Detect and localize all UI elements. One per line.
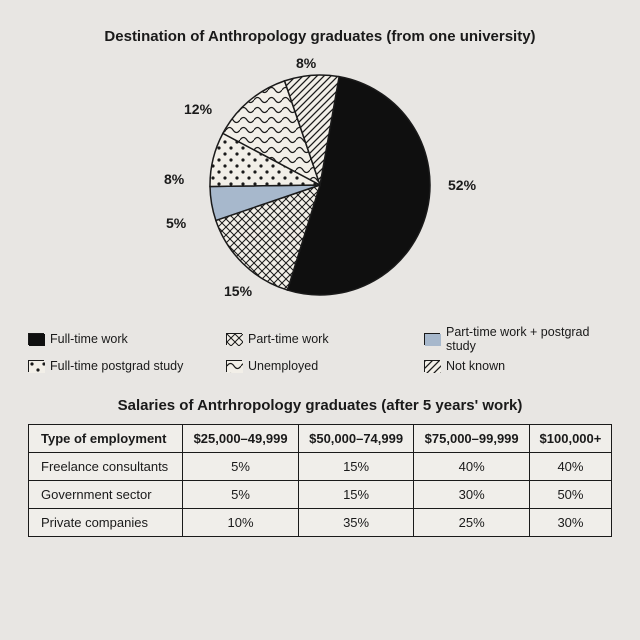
table-row: Freelance consultants5%15%40%40%	[29, 453, 612, 481]
table-cell: 25%	[414, 509, 530, 537]
table-header: $50,000–74,999	[298, 425, 414, 453]
table-cell: 40%	[529, 453, 611, 481]
legend-item: Part-time work + postgrad study	[424, 325, 612, 353]
legend-swatch	[424, 360, 440, 372]
table-cell: 35%	[298, 509, 414, 537]
table-cell: 15%	[298, 481, 414, 509]
pie-percent-label: 8%	[296, 55, 316, 71]
table-cell: 40%	[414, 453, 530, 481]
table-row-name: Private companies	[29, 509, 183, 537]
table-row: Government sector5%15%30%50%	[29, 481, 612, 509]
pie-percent-label: 5%	[166, 215, 186, 231]
legend-item: Full-time work	[28, 325, 216, 353]
pie-percent-label: 12%	[184, 101, 212, 117]
legend-swatch	[28, 333, 44, 345]
table-cell: 5%	[183, 481, 299, 509]
pie-percent-label: 52%	[448, 177, 476, 193]
legend-item: Not known	[424, 359, 612, 373]
legend-label: Not known	[446, 359, 505, 373]
legend-label: Unemployed	[248, 359, 318, 373]
legend: Full-time work Part-time work Part-time wo…	[28, 325, 612, 373]
salary-table: Type of employment$25,000–49,999$50,000–…	[28, 424, 612, 537]
pie-chart: 52% 15% 5% 8% 12% 8%	[28, 55, 612, 315]
table-header: $100,000+	[529, 425, 611, 453]
legend-label: Part-time work	[248, 332, 329, 346]
pie-percent-label: 8%	[164, 171, 184, 187]
legend-swatch	[424, 333, 440, 345]
chart-title: Destination of Anthropology graduates (f…	[28, 28, 612, 45]
legend-item: Full-time postgrad study	[28, 359, 216, 373]
legend-item: Unemployed	[226, 359, 414, 373]
table-row-name: Freelance consultants	[29, 453, 183, 481]
legend-label: Full-time work	[50, 332, 128, 346]
table-cell: 30%	[529, 509, 611, 537]
legend-swatch	[226, 360, 242, 372]
legend-swatch	[226, 333, 242, 345]
legend-item: Part-time work	[226, 325, 414, 353]
table-cell: 10%	[183, 509, 299, 537]
table-cell: 50%	[529, 481, 611, 509]
legend-swatch	[28, 360, 44, 372]
legend-label: Part-time work + postgrad study	[446, 325, 612, 353]
table-cell: 15%	[298, 453, 414, 481]
table-cell: 30%	[414, 481, 530, 509]
pie-percent-label: 15%	[224, 283, 252, 299]
table-row-name: Government sector	[29, 481, 183, 509]
table-header: $25,000–49,999	[183, 425, 299, 453]
table-row: Private companies10%35%25%30%	[29, 509, 612, 537]
table-title: Salaries of Antrhropology graduates (aft…	[28, 397, 612, 414]
table-header: $75,000–99,999	[414, 425, 530, 453]
legend-label: Full-time postgrad study	[50, 359, 183, 373]
table-cell: 5%	[183, 453, 299, 481]
table-header: Type of employment	[29, 425, 183, 453]
pie-svg	[30, 55, 610, 315]
